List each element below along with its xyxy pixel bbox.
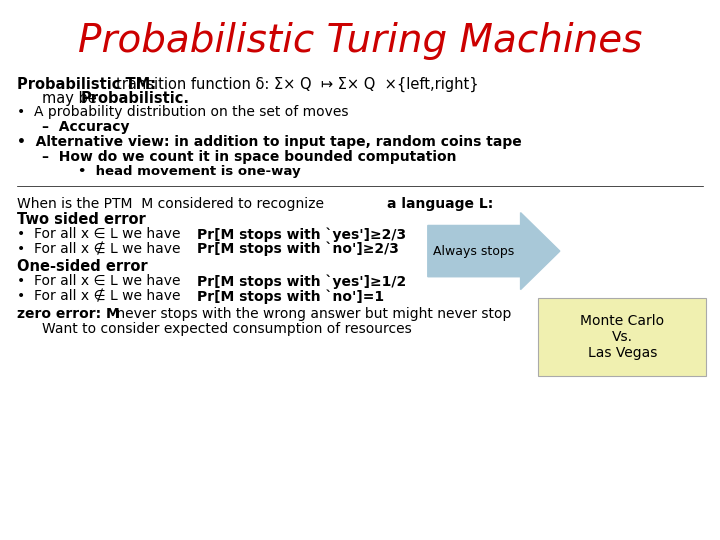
Text: may be: may be [42, 91, 102, 106]
Text: Always stops: Always stops [433, 245, 515, 258]
Text: Two sided error: Two sided error [17, 212, 146, 227]
Text: •  A probability distribution on the set of moves: • A probability distribution on the set … [17, 105, 349, 119]
Text: Probabilistic.: Probabilistic. [80, 91, 189, 106]
Text: a language L:: a language L: [387, 197, 493, 211]
Text: Pr[M stops with `no']≥2/3: Pr[M stops with `no']≥2/3 [197, 242, 399, 256]
Text: One-sided error: One-sided error [17, 259, 148, 274]
Text: –  How do we count it in space bounded computation: – How do we count it in space bounded co… [42, 150, 457, 164]
Text: •  For all x ∉ L we have: • For all x ∉ L we have [17, 289, 185, 303]
Text: Probabilistic Turing Machines: Probabilistic Turing Machines [78, 22, 642, 59]
FancyArrow shape [428, 213, 560, 289]
Text: Probabilistic TM:: Probabilistic TM: [17, 77, 156, 92]
Text: transition function δ: Σ× Q  ↦ Σ× Q  ×{left,right}: transition function δ: Σ× Q ↦ Σ× Q ×{lef… [116, 77, 479, 92]
Text: •  head movement is one-way: • head movement is one-way [78, 165, 301, 178]
Text: Monte Carlo
Vs.
Las Vegas: Monte Carlo Vs. Las Vegas [580, 314, 665, 360]
Text: zero error: M: zero error: M [17, 307, 120, 321]
Text: •  For all x ∉ L we have: • For all x ∉ L we have [17, 242, 185, 256]
FancyBboxPatch shape [539, 298, 706, 376]
Text: Pr[M stops with `yes']≥2/3: Pr[M stops with `yes']≥2/3 [197, 227, 406, 242]
Text: Pr[M stops with `yes']≥1/2: Pr[M stops with `yes']≥1/2 [197, 274, 407, 289]
Text: Want to consider expected consumption of resources: Want to consider expected consumption of… [42, 322, 412, 336]
Text: Pr[M stops with `no']=1: Pr[M stops with `no']=1 [197, 289, 384, 304]
Text: never stops with the wrong answer but might never stop: never stops with the wrong answer but mi… [112, 307, 511, 321]
Text: –  Accuracy: – Accuracy [42, 120, 130, 134]
Text: •  For all x ∈ L we have: • For all x ∈ L we have [17, 227, 185, 241]
Text: When is the PTM  M considered to recognize: When is the PTM M considered to recogniz… [17, 197, 329, 211]
Text: •  For all x ∈ L we have: • For all x ∈ L we have [17, 274, 185, 288]
Text: •  Alternative view: in addition to input tape, random coins tape: • Alternative view: in addition to input… [17, 135, 522, 149]
